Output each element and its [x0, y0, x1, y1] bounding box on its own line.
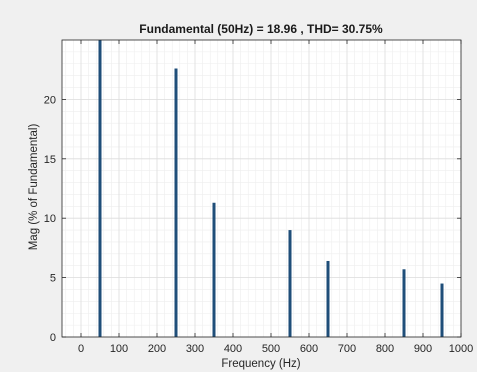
- y-tick-label: 0: [50, 332, 56, 344]
- x-tick-label: 300: [186, 343, 204, 355]
- bars-group: [98, 40, 444, 337]
- x-tick-label: 100: [110, 343, 128, 355]
- chart-title: Fundamental (50Hz) = 18.96 , THD= 30.75%: [139, 22, 383, 36]
- x-tick-label: 600: [300, 343, 318, 355]
- x-tick-label: 0: [78, 343, 84, 355]
- x-tick-label: 700: [338, 343, 356, 355]
- bar: [326, 260, 330, 337]
- y-tick-label: 10: [44, 213, 56, 225]
- plot-background: [62, 40, 461, 337]
- bar: [402, 269, 406, 337]
- bar: [98, 40, 102, 337]
- x-tick-label: 400: [224, 343, 242, 355]
- y-axis-label: Mag (% of Fundamental): [28, 124, 40, 251]
- axes-box: [61, 39, 462, 338]
- bar: [174, 68, 178, 337]
- bar: [288, 230, 292, 337]
- bar: [212, 202, 216, 337]
- x-tick-label: 200: [148, 343, 166, 355]
- x-tick-label: 900: [414, 343, 432, 355]
- plot-area: 0 100 200 300 400 500 600 700 800 900 1000 0 5 10 15 20: [44, 39, 473, 355]
- y-tick-label: 5: [50, 273, 56, 285]
- x-tick-label: 800: [376, 343, 394, 355]
- y-tick-label: 15: [44, 154, 56, 166]
- x-axis-label: Frequency (Hz): [221, 358, 300, 370]
- x-tick-label: 1000: [449, 343, 473, 355]
- bar: [440, 283, 444, 337]
- y-tick-label: 20: [44, 94, 56, 106]
- x-tick-label: 500: [262, 343, 280, 355]
